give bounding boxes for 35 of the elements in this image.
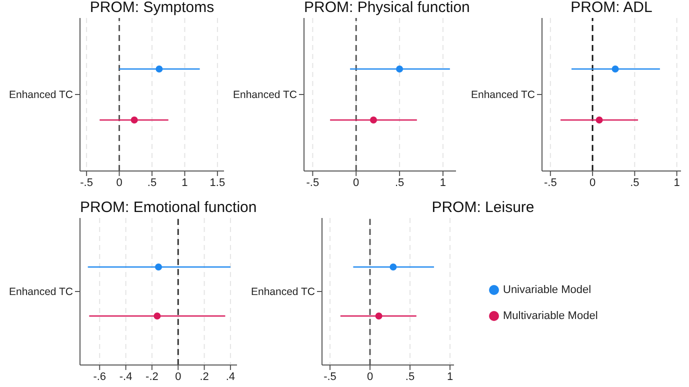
x-tick-label: .5 <box>147 176 157 189</box>
legend-label: Multivariable Model <box>503 310 598 322</box>
chart-title: PROM: Physical function <box>304 0 470 16</box>
x-tick-label: 0 <box>175 370 182 383</box>
chart-title: PROM: ADL <box>570 0 654 16</box>
x-tick-label: 0 <box>116 176 122 189</box>
x-tick-label: -.4 <box>119 370 132 383</box>
y-tick-label: Enhanced TC <box>232 89 298 102</box>
x-tick-label: -.2 <box>146 370 158 383</box>
chart-title: PROM: Leisure <box>430 199 536 216</box>
x-tick-label: 1 <box>674 176 680 189</box>
x-tick-label: .5 <box>394 176 404 189</box>
y-tick-label: Enhanced TC <box>8 89 74 102</box>
x-tick-label: -.5 <box>544 176 557 189</box>
legend-label: Univariable Model <box>503 284 592 296</box>
x-tick-label: .2 <box>200 370 209 383</box>
x-tick-label: 0 <box>353 176 360 189</box>
x-tick-label: .5 <box>630 176 640 189</box>
x-tick-label: 1.5 <box>210 176 226 189</box>
chart-title: PROM: Symptoms <box>88 0 216 16</box>
x-tick-label: 1 <box>446 370 454 383</box>
x-tick-label: -.5 <box>80 176 93 189</box>
x-tick-label: 0 <box>366 370 374 383</box>
y-tick-label: Enhanced TC <box>470 89 536 102</box>
x-tick-label: -.6 <box>93 370 106 383</box>
x-tick-label: -.5 <box>306 176 320 189</box>
x-tick-label: .5 <box>405 370 415 383</box>
x-tick-label: 0 <box>589 176 596 189</box>
x-tick-label: 1 <box>440 176 446 189</box>
x-tick-label: .4 <box>226 370 236 383</box>
x-tick-label: 1 <box>182 176 188 189</box>
y-tick-label: Enhanced TC <box>8 286 74 298</box>
y-tick-label: Enhanced TC <box>250 286 316 298</box>
x-tick-label: -.5 <box>324 370 336 383</box>
chart-title: PROM: Emotional function <box>80 199 257 216</box>
